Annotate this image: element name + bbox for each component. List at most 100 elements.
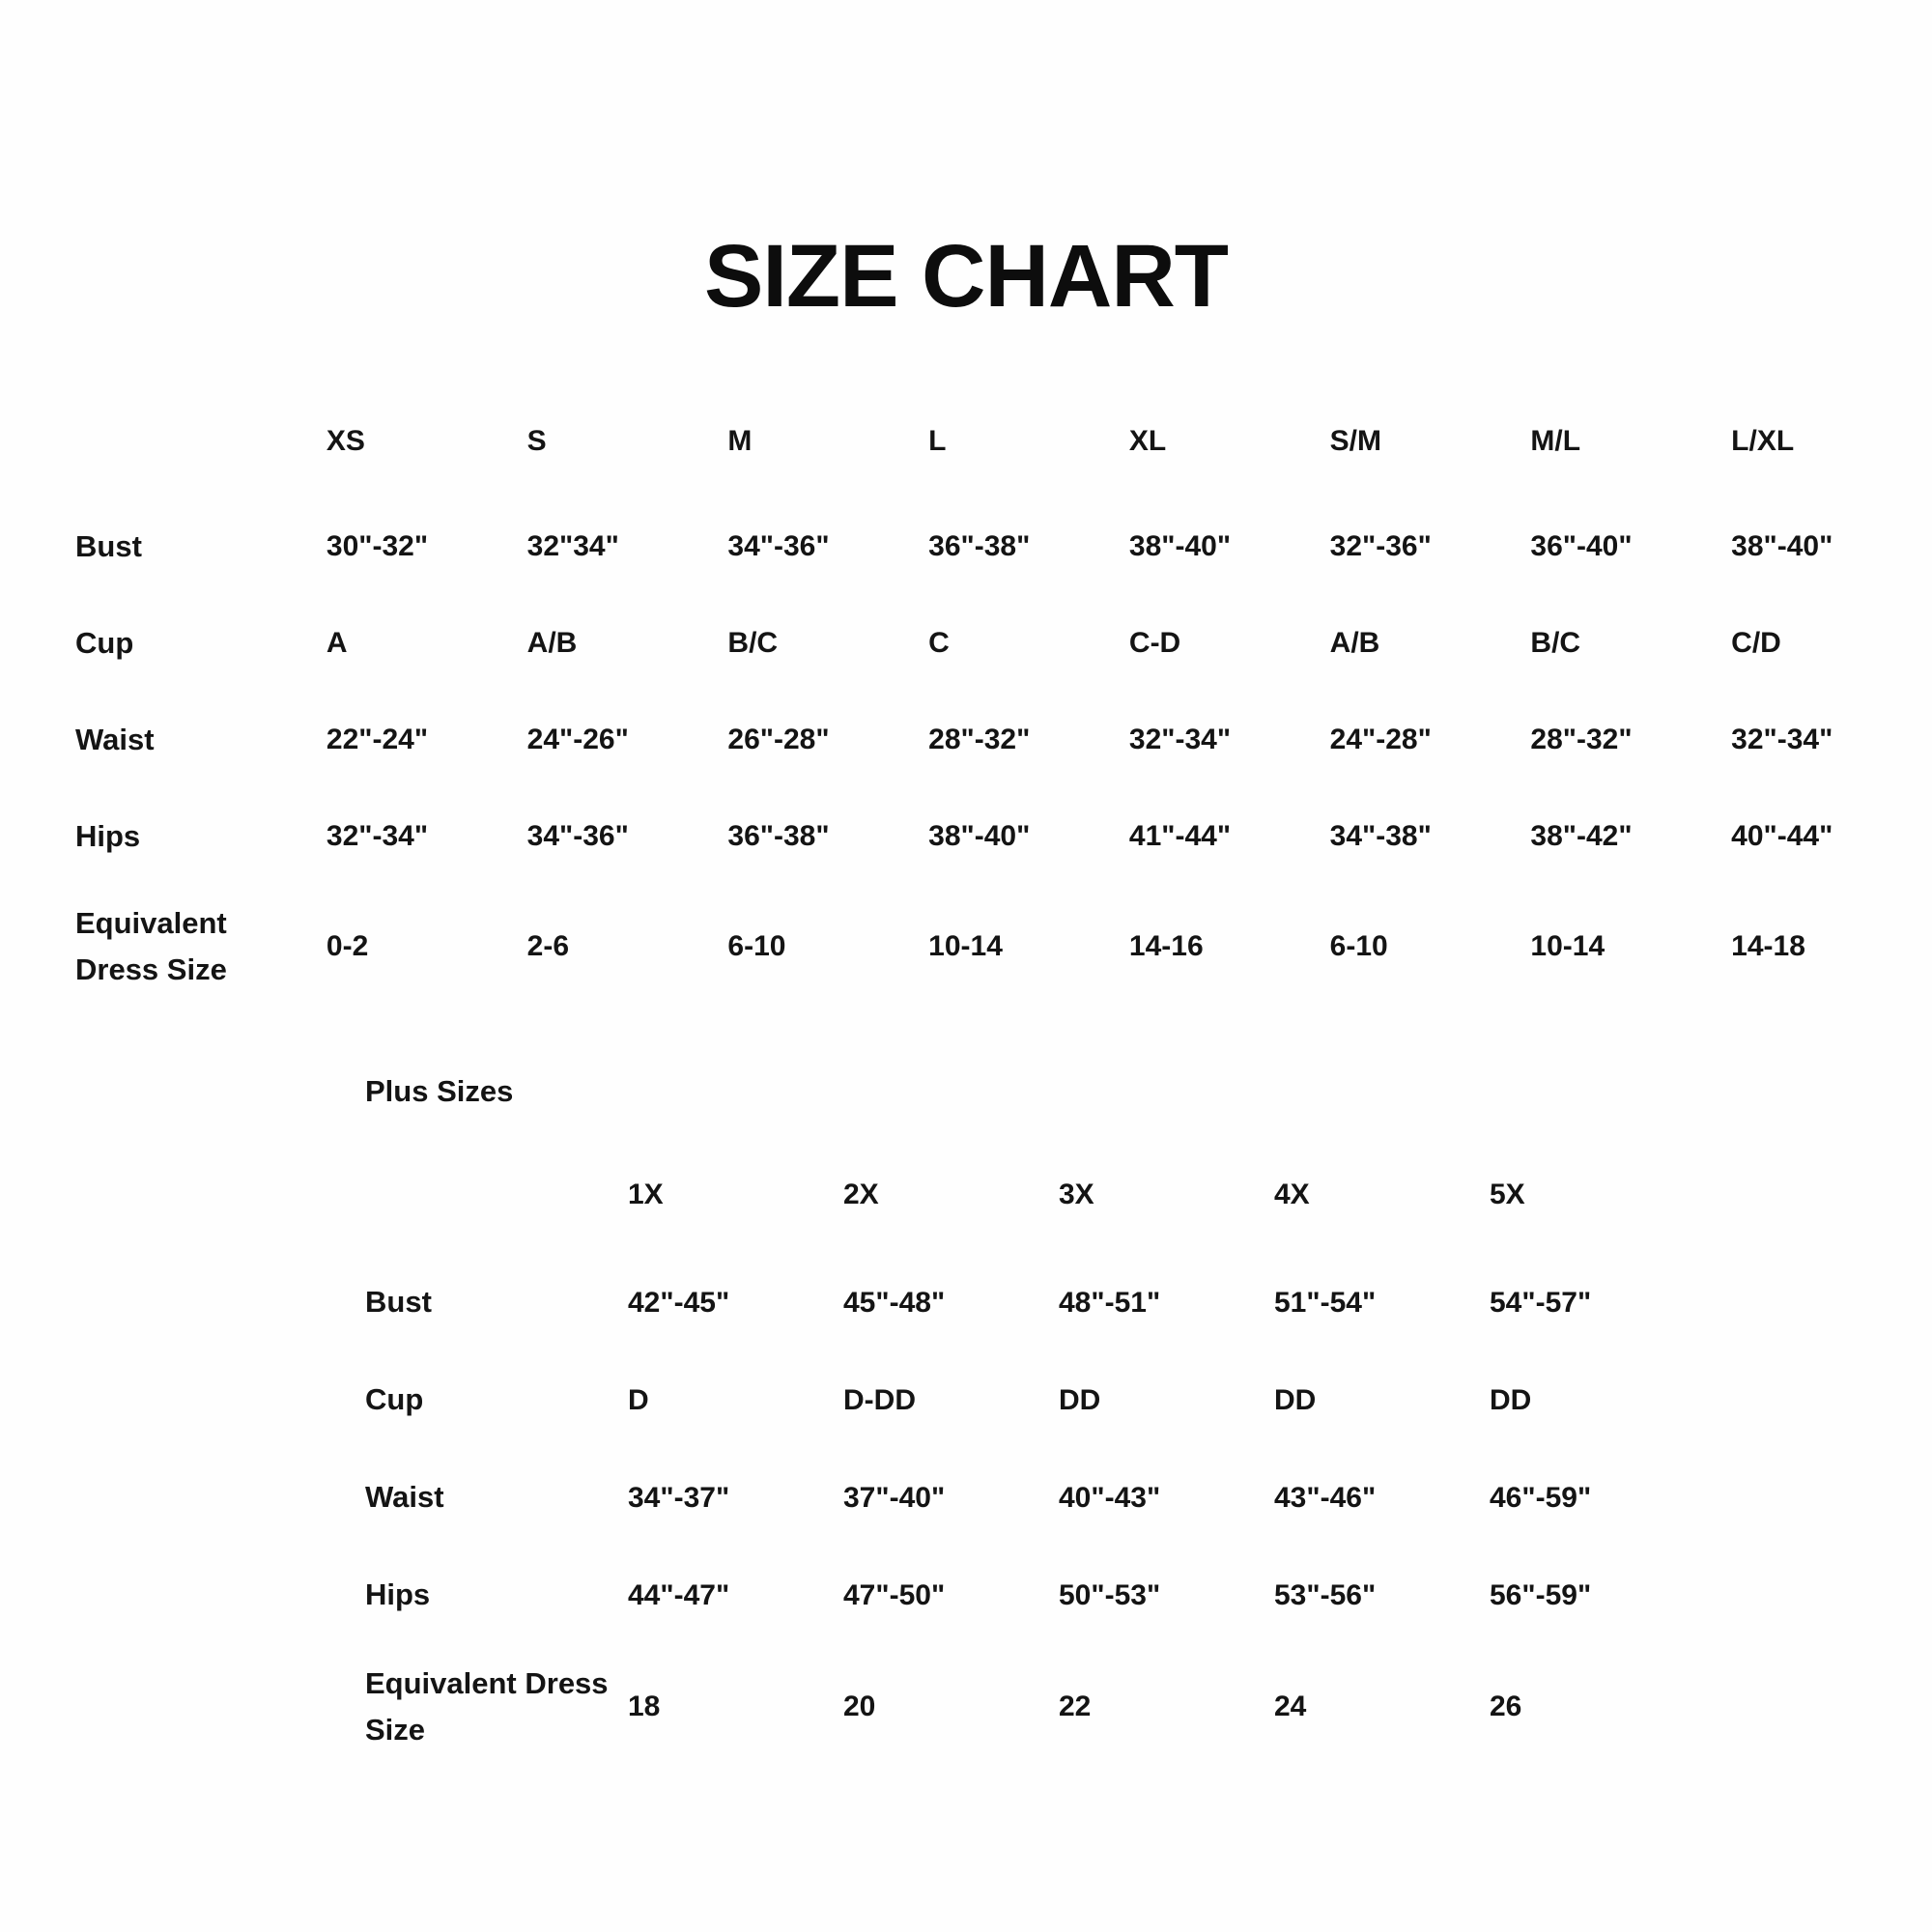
plus-cell-waist-2x: 37"-40" xyxy=(843,1481,946,1514)
standard-cell-dress-size-s: 2-6 xyxy=(526,930,570,962)
standard-cell-hips-lxl: 40"-44" xyxy=(1731,820,1833,852)
standard-column-header-xs: XS xyxy=(326,425,365,457)
standard-cell-dress-size-sm: 6-10 xyxy=(1329,930,1388,962)
plus-column-header-4x: 4X xyxy=(1274,1179,1310,1210)
plus-cell-bust-4x: 51"-54" xyxy=(1274,1286,1377,1319)
standard-row-label-hips: Hips xyxy=(75,818,141,853)
plus-cell-hips-4x: 53"-56" xyxy=(1274,1578,1377,1611)
standard-cell-bust-m: 34"-36" xyxy=(727,530,830,562)
plus-column-header-1x: 1X xyxy=(628,1179,664,1210)
plus-corner-cell xyxy=(365,1171,628,1254)
standard-size-table: XS S M L XL S/M M/L L/XL Bust 30"-32" 32… xyxy=(75,415,1932,1009)
standard-cell-waist-m: 26"-28" xyxy=(727,724,830,755)
standard-cell-hips-xs: 32"-34" xyxy=(326,820,429,852)
page-title: SIZE CHART xyxy=(704,226,1229,326)
standard-column-header-l: L xyxy=(928,425,947,457)
table-row: Cup A A/B B/C C C-D A/B B/C C/D xyxy=(75,595,1932,692)
plus-cell-bust-1x: 42"-45" xyxy=(628,1286,730,1319)
plus-cell-hips-1x: 44"-47" xyxy=(628,1578,730,1611)
standard-cell-waist-l: 28"-32" xyxy=(928,724,1031,755)
standard-cell-bust-sm: 32"-36" xyxy=(1329,530,1432,562)
standard-cell-dress-size-lxl: 14-18 xyxy=(1731,930,1805,962)
standard-row-label-dress-size: Equivalent Dress Size xyxy=(75,905,227,986)
standard-cell-bust-xs: 30"-32" xyxy=(326,530,429,562)
standard-cell-waist-xl: 32"-34" xyxy=(1128,724,1232,755)
table-row: Bust 30"-32" 32"34" 34"-36" 36"-38" 38"-… xyxy=(75,498,1932,595)
standard-column-header-m: M xyxy=(727,425,753,457)
standard-cell-dress-size-xs: 0-2 xyxy=(326,930,369,962)
plus-cell-bust-2x: 45"-48" xyxy=(843,1286,946,1319)
plus-header-row: 1X 2X 3X 4X 5X xyxy=(365,1171,1705,1254)
standard-cell-bust-xl: 38"-40" xyxy=(1128,530,1232,562)
table-row: Cup D D-DD DD DD DD xyxy=(365,1351,1705,1449)
plus-cell-waist-1x: 34"-37" xyxy=(628,1481,730,1514)
standard-cell-dress-size-m: 6-10 xyxy=(727,930,786,962)
plus-column-header-3x: 3X xyxy=(1059,1179,1094,1210)
plus-cell-bust-3x: 48"-51" xyxy=(1059,1286,1161,1319)
standard-cell-cup-s: A/B xyxy=(526,627,578,659)
standard-cell-hips-xl: 41"-44" xyxy=(1128,820,1232,852)
standard-cell-cup-lxl: C/D xyxy=(1731,627,1781,659)
standard-cell-hips-sm: 34"-38" xyxy=(1329,820,1432,852)
standard-cell-hips-ml: 38"-42" xyxy=(1530,820,1633,852)
standard-cell-dress-size-ml: 10-14 xyxy=(1530,930,1605,962)
plus-sizes-section-label: Plus Sizes xyxy=(365,1074,514,1108)
standard-cell-dress-size-xl: 14-16 xyxy=(1128,930,1204,962)
table-row: Bust 42"-45" 45"-48" 48"-51" 51"-54" 54"… xyxy=(365,1254,1705,1351)
table-row: Waist 22"-24" 24"-26" 26"-28" 28"-32" 32… xyxy=(75,692,1932,788)
standard-cell-hips-m: 36"-38" xyxy=(727,820,830,852)
standard-cell-bust-l: 36"-38" xyxy=(928,530,1031,562)
plus-column-header-2x: 2X xyxy=(843,1179,879,1210)
standard-corner-cell xyxy=(75,415,327,498)
standard-cell-cup-sm: A/B xyxy=(1329,627,1380,659)
standard-cell-dress-size-l: 10-14 xyxy=(928,930,1003,962)
plus-cell-cup-4x: DD xyxy=(1274,1383,1317,1416)
plus-cell-dress-size-1x: 18 xyxy=(628,1690,661,1722)
table-row: Hips 44"-47" 47"-50" 50"-53" 53"-56" 56"… xyxy=(365,1547,1705,1644)
standard-cell-cup-xl: C-D xyxy=(1128,627,1181,659)
standard-row-label-bust: Bust xyxy=(75,528,142,563)
standard-cell-hips-s: 34"-36" xyxy=(526,820,629,852)
plus-cell-hips-5x: 56"-59" xyxy=(1490,1578,1592,1611)
standard-cell-cup-xs: A xyxy=(326,627,348,659)
standard-column-header-xl: XL xyxy=(1128,425,1167,457)
plus-cell-waist-4x: 43"-46" xyxy=(1274,1481,1377,1514)
plus-row-label-cup: Cup xyxy=(365,1382,424,1417)
standard-cell-bust-s: 32"34" xyxy=(526,530,619,562)
plus-cell-dress-size-4x: 24 xyxy=(1274,1690,1307,1722)
plus-cell-cup-3x: DD xyxy=(1059,1383,1101,1416)
standard-column-header-sm: S/M xyxy=(1329,425,1381,457)
plus-cell-cup-1x: D xyxy=(628,1383,649,1416)
plus-row-label-waist: Waist xyxy=(365,1480,444,1515)
plus-row-label-bust: Bust xyxy=(365,1285,432,1320)
standard-cell-bust-ml: 36"-40" xyxy=(1530,530,1633,562)
plus-cell-waist-3x: 40"-43" xyxy=(1059,1481,1161,1514)
table-row: Hips 32"-34" 34"-36" 36"-38" 38"-40" 41"… xyxy=(75,788,1932,885)
table-row: Equivalent Dress Size 18 20 22 24 26 xyxy=(365,1644,1705,1770)
standard-column-header-ml: M/L xyxy=(1530,425,1581,457)
plus-cell-dress-size-3x: 22 xyxy=(1059,1690,1092,1722)
standard-cell-hips-l: 38"-40" xyxy=(928,820,1031,852)
standard-cell-cup-m: B/C xyxy=(727,627,779,659)
standard-cell-waist-sm: 24"-28" xyxy=(1329,724,1432,755)
plus-column-header-5x: 5X xyxy=(1490,1179,1525,1210)
standard-column-header-s: S xyxy=(526,425,547,457)
plus-cell-hips-3x: 50"-53" xyxy=(1059,1578,1161,1611)
standard-cell-cup-ml: B/C xyxy=(1530,627,1581,659)
plus-cell-bust-5x: 54"-57" xyxy=(1490,1286,1592,1319)
standard-cell-waist-lxl: 32"-34" xyxy=(1731,724,1833,755)
standard-column-header-lxl: L/XL xyxy=(1731,425,1795,457)
standard-row-label-waist: Waist xyxy=(75,722,155,756)
plus-row-label-dress-size: Equivalent Dress Size xyxy=(365,1665,609,1747)
plus-row-label-hips: Hips xyxy=(365,1577,431,1612)
table-row: Waist 34"-37" 37"-40" 40"-43" 43"-46" 46… xyxy=(365,1449,1705,1547)
standard-cell-waist-s: 24"-26" xyxy=(526,724,629,755)
plus-cell-cup-5x: DD xyxy=(1490,1383,1532,1416)
plus-cell-dress-size-2x: 20 xyxy=(843,1690,876,1722)
standard-cell-bust-lxl: 38"-40" xyxy=(1731,530,1833,562)
standard-row-label-cup: Cup xyxy=(75,625,134,660)
plus-size-table: 1X 2X 3X 4X 5X Bust 42"-45" 45"-48" 48"-… xyxy=(365,1171,1705,1770)
plus-cell-hips-2x: 47"-50" xyxy=(843,1578,946,1611)
standard-cell-waist-xs: 22"-24" xyxy=(326,724,429,755)
